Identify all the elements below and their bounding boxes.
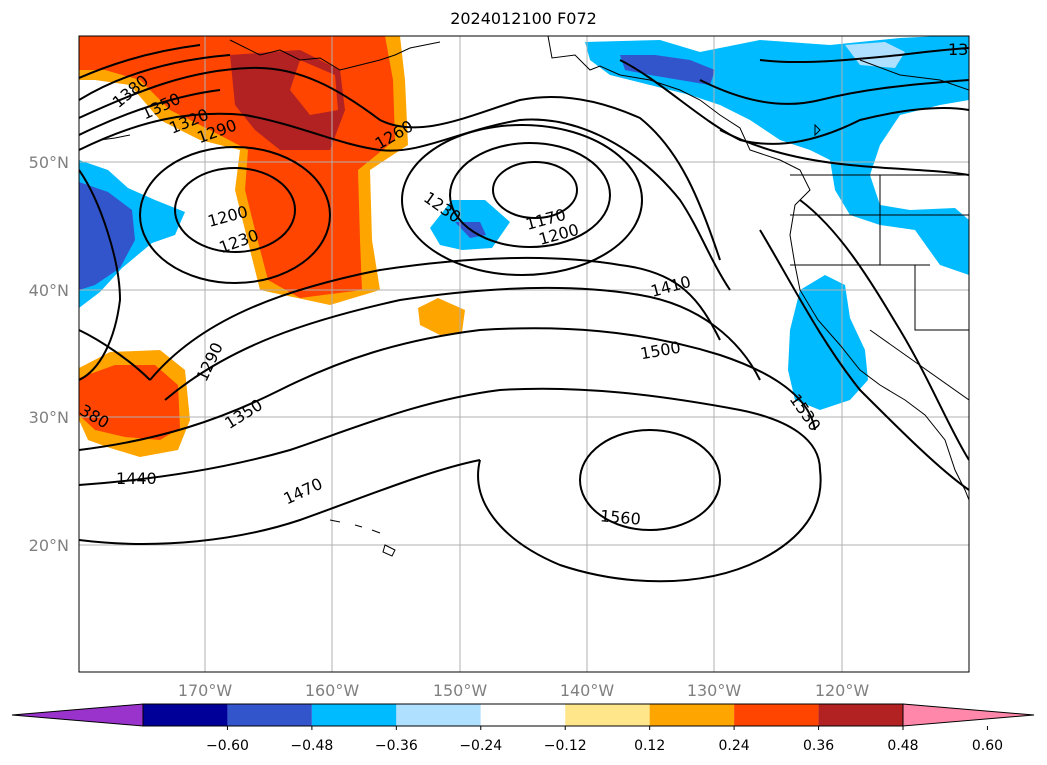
colorbar-segment	[227, 704, 312, 726]
colorbar-tick-label: 0.24	[719, 738, 750, 754]
colorbar-tick-label: −0.24	[459, 738, 502, 754]
colorbar-segment	[143, 704, 228, 726]
colorbar-tick-label: −0.12	[544, 738, 587, 754]
lon-label: 160°W	[305, 681, 360, 700]
lat-label: 30°N	[29, 408, 69, 427]
colorbar-tick-label: −0.60	[206, 738, 249, 754]
contour-label: 1440	[116, 469, 157, 488]
colorbar-segment	[311, 704, 397, 726]
colorbar-segment	[818, 704, 903, 726]
colorbar-tick-label: 0.48	[887, 738, 918, 754]
colorbar-tick-label: −0.36	[375, 738, 418, 754]
colorbar-segment	[649, 704, 735, 726]
colorbar-extend-low	[11, 703, 144, 727]
colorbar-segment	[480, 704, 566, 726]
map-title: 2024012100 F072	[450, 9, 597, 28]
map-border	[78, 35, 970, 673]
lon-label: 140°W	[560, 681, 615, 700]
lat-label: 50°N	[29, 153, 69, 172]
lat-label: 20°N	[29, 536, 69, 555]
lon-label: 120°W	[815, 681, 870, 700]
colorbar-segment	[565, 704, 650, 726]
colorbar-ticks: −0.60 −0.48 −0.36 −0.24 −0.12 0.12 0.24 0.36 0.4…	[206, 726, 1003, 754]
colorbar-outline	[142, 703, 904, 727]
colorbar-tick-label: −0.48	[290, 738, 333, 754]
colorbar-segment	[734, 704, 819, 726]
longitude-labels: 170°W 160°W 150°W 140°W 130°W 120°W	[178, 681, 870, 700]
colorbar-tick-label: 0.12	[634, 738, 665, 754]
contour-label: 13	[948, 40, 968, 59]
colorbar-segment	[396, 704, 481, 726]
coastlines	[99, 36, 969, 557]
map-panel: 1380 1350 1320 1290 1260 1200 1230 1230 …	[79, 36, 969, 672]
colorbar-extend-high	[902, 703, 1035, 727]
colorbar	[11, 703, 1035, 727]
contour-labels: 1380 1350 1320 1290 1260 1200 1230 1230 …	[79, 40, 968, 529]
height-contours	[79, 44, 969, 583]
colorbar-tick-label: 0.60	[972, 738, 1003, 754]
lon-label: 130°W	[687, 681, 742, 700]
lon-label: 150°W	[433, 681, 488, 700]
lat-label: 40°N	[29, 281, 69, 300]
lon-label: 170°W	[178, 681, 233, 700]
contour-label: 1560	[599, 506, 641, 528]
latitude-labels: 50°N 40°N 30°N 20°N	[29, 153, 69, 555]
colorbar-tick-label: 0.36	[803, 738, 834, 754]
